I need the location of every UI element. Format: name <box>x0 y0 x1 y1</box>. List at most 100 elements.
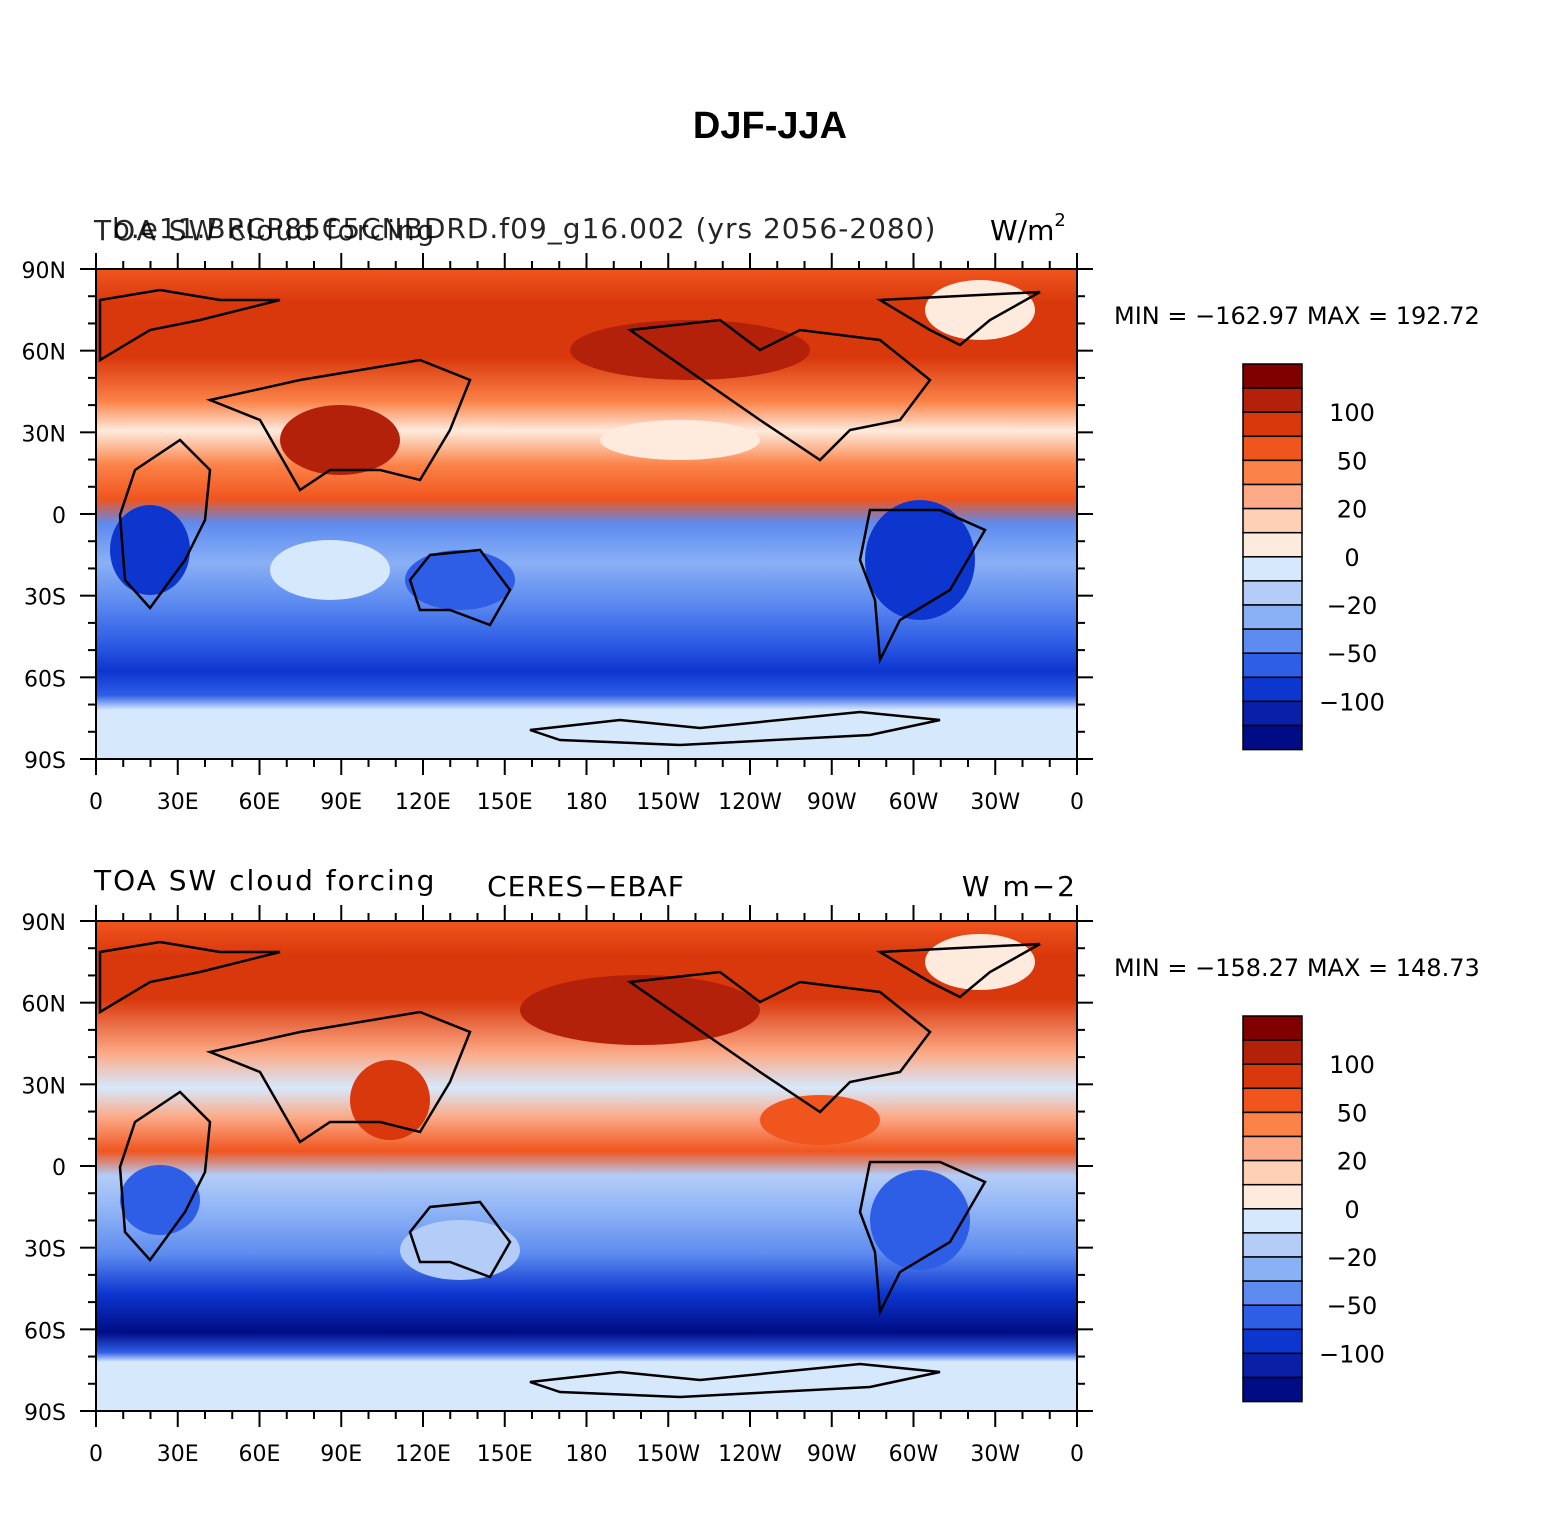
lat-label: 30S <box>24 586 66 611</box>
lat-label: 90S <box>24 749 66 774</box>
lon-label: 60E <box>239 790 281 815</box>
units-sup-top: 2 <box>1054 210 1065 231</box>
colorbar-swatch <box>1242 435 1303 462</box>
lon-label: 30E <box>157 790 199 815</box>
colorbar-swatch <box>1242 1328 1303 1355</box>
lon-label: 150W <box>636 1442 700 1467</box>
lon-label: 180 <box>566 1442 608 1467</box>
lon-label: 150E <box>477 1442 533 1467</box>
colorbar-label: 20 <box>1337 1148 1368 1176</box>
colorbar-swatch <box>1242 363 1303 389</box>
lat-label: 60N <box>22 993 66 1018</box>
colorbar-label: −50 <box>1327 1292 1378 1320</box>
lat-labels-top: 90N 60N 30N 0 30S 60S 90S <box>22 259 66 774</box>
lon-label: 120E <box>395 790 451 815</box>
lat-label: 60S <box>24 1319 66 1344</box>
colorbar-swatch <box>1242 1232 1303 1258</box>
left-title-a-bottom: TOA SW cloud forcing <box>93 864 436 897</box>
lat-label: 90N <box>22 259 66 284</box>
colorbar-swatch <box>1242 604 1303 630</box>
colorbar-swatch <box>1242 387 1303 413</box>
colorbar-swatch <box>1242 1111 1303 1138</box>
lon-label: 180 <box>566 790 608 815</box>
colorbar-label: 20 <box>1337 496 1368 524</box>
lon-label: 120W <box>718 1442 782 1467</box>
colorbar-swatch <box>1242 1135 1303 1162</box>
colorbar-swatch <box>1242 1304 1303 1331</box>
colorbar-label: −20 <box>1327 592 1378 620</box>
colorbar-label: 0 <box>1344 544 1359 572</box>
panel-top: TOA SW cloud forcing b.e11.BRCP85C5CNBDR… <box>22 210 1480 815</box>
colorbar-swatch <box>1242 1183 1303 1210</box>
colorbar-label: −50 <box>1327 640 1378 668</box>
lat-label: 30N <box>22 1074 66 1099</box>
lon-label: 90E <box>320 1442 362 1467</box>
colorbar-swatch <box>1242 459 1303 486</box>
colorbar-swatch <box>1242 700 1303 727</box>
colorbar-label: 100 <box>1329 1051 1375 1079</box>
colorbar-swatch <box>1242 1376 1303 1403</box>
panel-bottom: TOA SW cloud forcing CERES−EBAF W m−2 MI… <box>22 864 1480 1467</box>
colorbar-swatch <box>1242 531 1303 558</box>
coastlines-top <box>98 288 1041 747</box>
lon-label: 60W <box>889 790 939 815</box>
colorbar-label: 0 <box>1344 1196 1359 1224</box>
colorbar-swatch <box>1242 411 1303 438</box>
lon-label: 150E <box>477 790 533 815</box>
colorbar-label: 50 <box>1337 447 1368 475</box>
colorbar-swatch <box>1242 1039 1303 1065</box>
lon-label: 0 <box>1070 1442 1084 1467</box>
lon-labels-bottom: 0 30E 60E 90E 120E 150E 180 150W 120W 90W 60W 30W 0 <box>89 1442 1084 1467</box>
lon-label: 0 <box>89 1442 103 1467</box>
lon-label: 60W <box>889 1442 939 1467</box>
colorbar-swatch <box>1242 724 1303 751</box>
lon-label: 90W <box>807 790 857 815</box>
lat-label: 90S <box>24 1401 66 1426</box>
left-title-a-top: TOA SW cloud forcing <box>93 214 436 247</box>
colorbar-top: 100 50 20 0 −20 −50 −100 <box>1242 363 1385 751</box>
lat-label: 90N <box>22 911 66 936</box>
lon-label: 120E <box>395 1442 451 1467</box>
center-title-bottom: CERES−EBAF <box>487 870 685 903</box>
colorbar-label: −100 <box>1319 1340 1385 1368</box>
colorbar-swatch <box>1242 628 1303 654</box>
stats-bottom: MIN = −158.27 MAX = 148.73 <box>1114 954 1480 982</box>
colorbar-swatch <box>1242 507 1303 534</box>
units-text-bottom: W m−2 <box>962 870 1077 903</box>
colorbar-swatch <box>1242 1159 1303 1186</box>
lat-label: 30S <box>24 1238 66 1263</box>
colorbar-swatch <box>1242 1280 1303 1306</box>
lat-label: 0 <box>52 504 66 529</box>
colorbar-label: −20 <box>1327 1244 1378 1272</box>
lon-label: 60E <box>239 1442 281 1467</box>
lat-label: 30N <box>22 422 66 447</box>
lon-label: 90W <box>807 1442 857 1467</box>
lon-label: 0 <box>1070 790 1084 815</box>
lon-label: 90E <box>320 790 362 815</box>
colorbar-swatch <box>1242 483 1303 510</box>
lat-label: 60S <box>24 667 66 692</box>
lon-label: 30W <box>970 1442 1020 1467</box>
lon-label: 0 <box>89 790 103 815</box>
lon-label: 30E <box>157 1442 199 1467</box>
figure-title: DJF-JJA <box>693 105 847 147</box>
lon-label: 30W <box>970 790 1020 815</box>
lon-label: 150W <box>636 790 700 815</box>
lon-label: 120W <box>718 790 782 815</box>
lat-label: 60N <box>22 341 66 366</box>
colorbar-swatch <box>1242 1208 1303 1234</box>
stats-top: MIN = −162.97 MAX = 192.72 <box>1114 302 1480 330</box>
colorbar-swatch <box>1242 652 1303 679</box>
lat-label: 0 <box>52 1156 66 1181</box>
colorbar-swatch <box>1242 1087 1303 1114</box>
colorbar-swatch <box>1242 556 1303 582</box>
map-anomalies-top <box>110 280 1035 620</box>
left-title-b-top: b.e11.BRCP85C5CNBDRD.f09_g16.002 (yrs 20… <box>112 212 936 245</box>
colorbar-swatch <box>1242 1063 1303 1090</box>
colorbar-swatch <box>1242 676 1303 703</box>
colorbar-label: −100 <box>1319 688 1385 716</box>
colorbar-swatch <box>1242 1015 1303 1041</box>
colorbar-swatch <box>1242 580 1303 606</box>
axis-ticks-bottom <box>80 905 1093 1427</box>
